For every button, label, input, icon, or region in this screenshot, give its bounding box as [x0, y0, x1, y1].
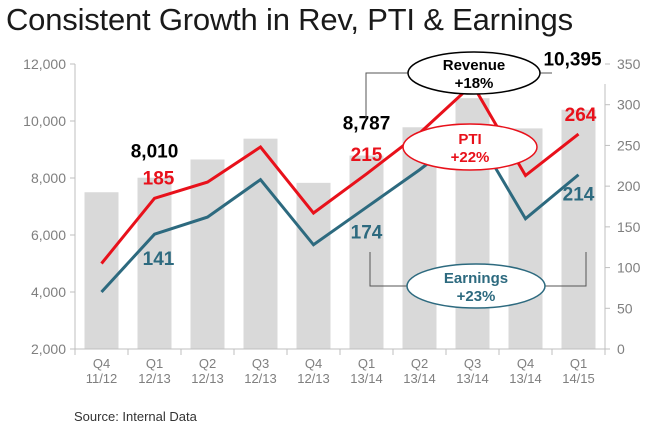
- left-tick-label-0: 2,000: [31, 341, 66, 357]
- revenue-bar-2: [190, 159, 225, 349]
- earnings-label-9: 214: [563, 185, 595, 206]
- chart-title: Consistent Growth in Rev, PTI & Earnings: [6, 2, 573, 37]
- x-tick-sublabel-2: 12/13: [191, 371, 224, 386]
- revenue-bars: [84, 98, 596, 350]
- earnings-line: [100, 126, 580, 294]
- revenue-label-1: 8,010: [131, 142, 179, 163]
- source-note: Source: Internal Data: [74, 409, 197, 424]
- left-tick-label-1: 4,000: [31, 284, 66, 300]
- x-tick-sublabel-8: 13/14: [509, 371, 542, 386]
- revenue-bar-4: [296, 182, 331, 349]
- x-tick-label-6: Q2: [411, 356, 428, 371]
- x-tick-sublabel-6: 13/14: [403, 371, 436, 386]
- data-labels: 8,010 8,787 10,395 185 215 264 141 174 214: [131, 50, 602, 270]
- revenue-bubble: [407, 51, 541, 95]
- earnings-bubble-title: Earnings: [444, 270, 508, 287]
- right-tick-label-6: 300: [617, 97, 641, 113]
- pti-label-1: 185: [143, 168, 175, 189]
- x-tick-label-7: Q3: [464, 356, 481, 371]
- pti-bubble-growth: +22%: [451, 149, 490, 166]
- right-tick-label-3: 150: [617, 219, 641, 235]
- x-tick-sublabel-9: 14/15: [562, 371, 595, 386]
- x-tick-sublabel-5: 13/14: [350, 371, 383, 386]
- annotations: Revenue+18% PTI+22% Earnings+23%: [365, 51, 587, 309]
- pti-bubble: [402, 123, 538, 171]
- x-tick-sublabel-3: 12/13: [244, 371, 277, 386]
- x-tick-label-8: Q4: [517, 356, 534, 371]
- pti-bubble-title: PTI: [458, 131, 481, 148]
- revenue-bar-5: [349, 155, 384, 349]
- earnings-bubble-growth: +23%: [457, 288, 496, 305]
- x-tick-label-0: Q4: [93, 356, 110, 371]
- x-tick-label-3: Q3: [252, 356, 269, 371]
- earnings-callout-line-1: [545, 252, 587, 287]
- x-tick-sublabel-4: 12/13: [297, 371, 330, 386]
- x-tick-sublabel-1: 12/13: [138, 371, 171, 386]
- x-tick-label-9: Q1: [570, 356, 587, 371]
- left-tick-label-4: 10,000: [23, 113, 66, 129]
- x-tick-sublabel-0: 11/12: [86, 371, 118, 386]
- axes: 2,000 4,000 6,000 8,000 10,000 12,000 0 50 100 15…: [23, 56, 640, 386]
- revenue-callout-line-0: [365, 72, 408, 118]
- revenue-bar-1: [137, 177, 172, 349]
- left-tick-label-5: 12,000: [23, 56, 66, 72]
- x-tick-sublabel-7: 13/14: [456, 371, 489, 386]
- x-tick-label-2: Q2: [199, 356, 216, 371]
- pti-label-5: 215: [351, 145, 383, 166]
- revenue-bar-0: [84, 192, 119, 349]
- left-tick-label-3: 8,000: [31, 170, 66, 186]
- earnings-callout-line-0: [369, 252, 407, 287]
- x-tick-label-1: Q1: [146, 356, 163, 371]
- revenue-label-5: 8,787: [343, 114, 391, 135]
- pti-label-9: 264: [565, 105, 597, 126]
- x-tick-label-5: Q1: [358, 356, 375, 371]
- left-tick-label-2: 6,000: [31, 227, 66, 243]
- x-tick-label-4: Q4: [305, 356, 322, 371]
- earnings-label-5: 174: [351, 222, 383, 243]
- right-tick-label-0: 0: [617, 341, 625, 357]
- revenue-bar-3: [243, 138, 278, 349]
- earnings-bubble: [406, 263, 546, 309]
- revenue-bubble-title: Revenue: [443, 57, 506, 74]
- earnings-label-1: 141: [143, 249, 175, 270]
- right-tick-label-7: 350: [617, 56, 641, 72]
- right-tick-label-2: 100: [617, 260, 641, 276]
- right-tick-label-1: 50: [617, 300, 633, 316]
- revenue-label-9: 10,395: [543, 50, 602, 71]
- right-tick-label-4: 200: [617, 178, 641, 194]
- revenue-bubble-growth: +18%: [455, 75, 494, 92]
- revenue-bar-9: [561, 109, 596, 350]
- right-tick-label-5: 250: [617, 137, 641, 153]
